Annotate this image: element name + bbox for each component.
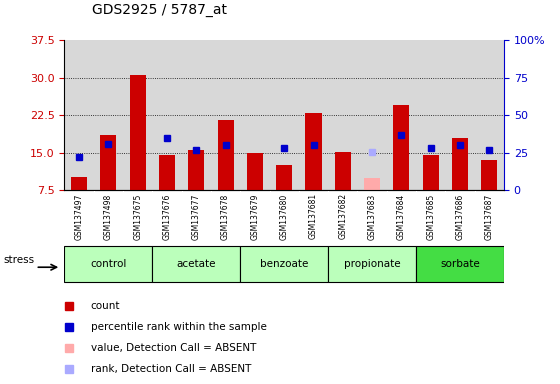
Text: count: count [91, 301, 120, 311]
Bar [64, 40, 94, 190]
Text: sorbate: sorbate [440, 259, 480, 269]
Text: GSM137679: GSM137679 [250, 193, 259, 240]
Bar [100, 135, 116, 190]
Bar [71, 177, 87, 190]
Text: GSM137498: GSM137498 [104, 193, 113, 240]
Text: acetate: acetate [176, 259, 216, 269]
Bar [240, 40, 269, 190]
Bar [123, 40, 152, 190]
Bar [387, 40, 416, 190]
Text: GSM137675: GSM137675 [133, 193, 142, 240]
Text: benzoate: benzoate [260, 259, 309, 269]
Bar [305, 113, 321, 190]
Bar [299, 40, 328, 190]
Bar [475, 40, 504, 190]
Bar [335, 152, 351, 190]
Bar [423, 155, 439, 190]
Bar [269, 40, 299, 190]
Text: GSM137686: GSM137686 [455, 193, 465, 240]
Text: stress: stress [3, 255, 34, 265]
Bar [217, 120, 234, 190]
Text: GSM137682: GSM137682 [338, 193, 347, 240]
Text: GSM137687: GSM137687 [485, 193, 494, 240]
FancyBboxPatch shape [240, 246, 328, 282]
Bar [152, 40, 181, 190]
Bar [364, 177, 380, 190]
Bar [481, 160, 497, 190]
Bar [328, 40, 357, 190]
FancyBboxPatch shape [64, 246, 152, 282]
FancyBboxPatch shape [328, 246, 416, 282]
Text: rank, Detection Call = ABSENT: rank, Detection Call = ABSENT [91, 364, 251, 374]
Text: GDS2925 / 5787_at: GDS2925 / 5787_at [92, 3, 227, 17]
Bar [247, 152, 263, 190]
Text: GSM137497: GSM137497 [74, 193, 83, 240]
Bar [416, 40, 445, 190]
Text: GSM137681: GSM137681 [309, 193, 318, 240]
Bar [129, 75, 146, 190]
Text: value, Detection Call = ABSENT: value, Detection Call = ABSENT [91, 343, 256, 353]
Bar [445, 40, 475, 190]
Bar [276, 165, 292, 190]
Bar [159, 155, 175, 190]
Text: GSM137683: GSM137683 [367, 193, 377, 240]
Text: control: control [90, 259, 127, 269]
FancyBboxPatch shape [416, 246, 504, 282]
Bar [393, 105, 409, 190]
Bar [357, 40, 387, 190]
Bar [188, 150, 204, 190]
Text: GSM137677: GSM137677 [192, 193, 201, 240]
Text: GSM137678: GSM137678 [221, 193, 230, 240]
Text: percentile rank within the sample: percentile rank within the sample [91, 322, 267, 332]
Bar [452, 138, 468, 190]
FancyBboxPatch shape [152, 246, 240, 282]
Text: GSM137685: GSM137685 [426, 193, 435, 240]
Text: GSM137684: GSM137684 [397, 193, 406, 240]
Text: GSM137680: GSM137680 [279, 193, 289, 240]
Bar [211, 40, 240, 190]
Bar [94, 40, 123, 190]
Text: propionate: propionate [344, 259, 400, 269]
Bar [181, 40, 211, 190]
Text: GSM137676: GSM137676 [162, 193, 171, 240]
